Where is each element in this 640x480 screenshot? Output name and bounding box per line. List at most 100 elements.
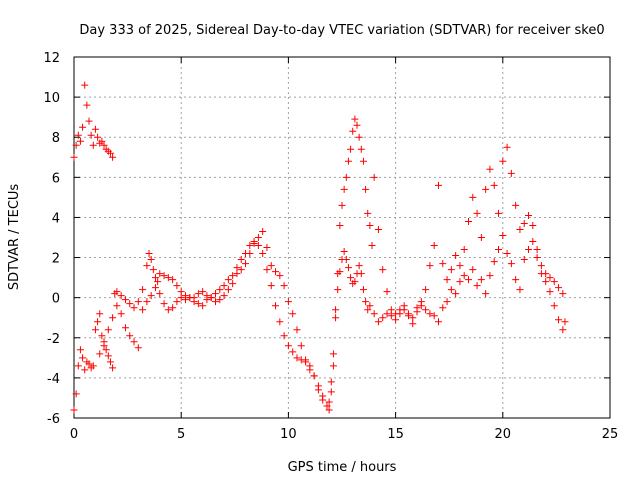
data-point <box>503 143 511 151</box>
data-point <box>250 240 258 248</box>
data-point <box>94 133 102 141</box>
data-point <box>396 306 404 314</box>
data-point <box>512 276 520 284</box>
data-point <box>74 362 82 370</box>
data-point <box>156 270 164 278</box>
data-point <box>473 209 481 217</box>
data-point <box>334 286 342 294</box>
x-tick-label: 25 <box>602 427 619 442</box>
data-point <box>392 316 400 324</box>
data-point <box>121 324 129 332</box>
data-point <box>160 272 168 280</box>
data-point <box>383 310 391 318</box>
data-point <box>233 264 241 272</box>
data-point <box>516 286 524 294</box>
data-point <box>169 276 177 284</box>
data-point <box>422 286 430 294</box>
data-point <box>533 246 541 254</box>
data-point <box>284 298 292 306</box>
data-point <box>359 286 367 294</box>
y-tick-label: 8 <box>52 131 60 146</box>
data-point <box>499 157 507 165</box>
data-point <box>329 362 337 370</box>
data-point <box>443 276 451 284</box>
data-point <box>409 320 417 328</box>
grid-lines <box>74 57 610 418</box>
data-point <box>374 318 382 326</box>
data-point <box>126 332 134 340</box>
data-point <box>434 318 442 326</box>
data-point <box>100 141 108 149</box>
data-point <box>98 137 106 145</box>
data-point <box>550 278 558 286</box>
x-tick-label: 0 <box>70 427 78 442</box>
x-tick-label: 15 <box>387 427 404 442</box>
data-point <box>374 225 382 233</box>
data-point <box>89 362 97 370</box>
data-point <box>555 316 563 324</box>
data-point <box>327 378 335 386</box>
data-point <box>387 306 395 314</box>
data-point <box>366 302 374 310</box>
data-point <box>351 115 359 123</box>
data-point <box>456 278 464 286</box>
data-point <box>143 262 151 270</box>
data-point <box>149 266 157 274</box>
data-point <box>355 262 363 270</box>
data-point <box>460 246 468 254</box>
data-point <box>91 125 99 133</box>
x-tick-label: 5 <box>177 427 185 442</box>
data-point <box>254 234 262 241</box>
data-point <box>387 312 395 320</box>
data-point <box>160 300 168 308</box>
data-point <box>117 310 125 318</box>
data-point <box>85 117 93 125</box>
data-point <box>310 372 318 380</box>
data-point <box>276 318 284 326</box>
data-point <box>464 276 472 284</box>
data-point <box>164 306 172 314</box>
data-point <box>289 310 297 318</box>
data-point <box>439 304 447 312</box>
data-point <box>70 153 78 161</box>
y-tick-label: 6 <box>52 171 60 186</box>
data-point <box>173 282 181 290</box>
data-point <box>355 133 363 141</box>
data-point <box>83 101 91 109</box>
data-point <box>302 356 310 364</box>
data-point <box>486 272 494 280</box>
data-point <box>529 221 537 229</box>
data-point <box>94 318 102 326</box>
data-point <box>507 260 515 268</box>
data-point <box>121 296 129 304</box>
data-point <box>516 225 524 233</box>
data-point <box>259 250 267 258</box>
data-point <box>254 242 262 250</box>
data-point <box>477 276 485 284</box>
data-point <box>220 292 228 300</box>
data-point <box>490 181 498 189</box>
data-point <box>126 300 134 308</box>
data-point <box>404 312 412 320</box>
data-point <box>364 306 372 314</box>
data-point <box>259 227 267 235</box>
data-point <box>430 242 438 250</box>
data-point <box>525 211 533 219</box>
data-point <box>314 382 322 390</box>
data-point <box>327 388 335 396</box>
data-point <box>147 292 155 300</box>
data-point <box>357 145 365 153</box>
data-point <box>464 217 472 225</box>
data-point <box>525 246 533 254</box>
data-point <box>409 314 417 322</box>
data-point <box>233 270 241 278</box>
data-point <box>194 290 202 298</box>
data-point <box>379 314 387 322</box>
data-point <box>452 290 460 298</box>
data-point <box>559 290 567 298</box>
data-point <box>297 342 305 350</box>
data-point <box>177 288 185 296</box>
data-point <box>383 288 391 296</box>
data-point <box>263 244 271 252</box>
